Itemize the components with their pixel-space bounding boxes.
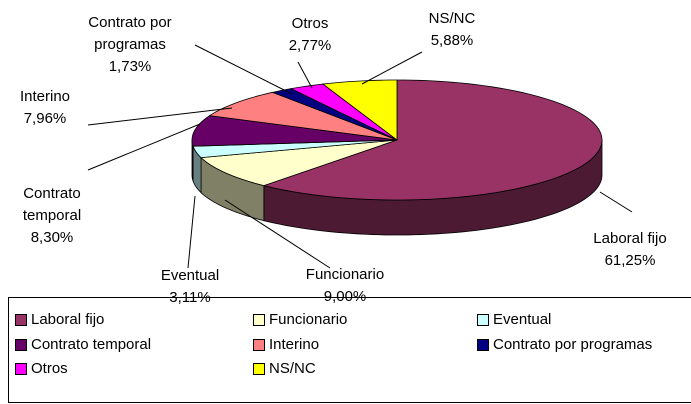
leader-line [87, 107, 233, 126]
slice [192, 139, 398, 159]
data-label-value: 1,73% [108, 58, 152, 75]
data-label-name: Interino [19, 88, 71, 105]
legend-label: Contrato por programas [493, 336, 653, 353]
data-label-value: 5,88% [430, 32, 474, 49]
leader-line [224, 199, 331, 269]
data-label-name: NS/NC [428, 10, 476, 27]
slice [191, 115, 398, 147]
legend-label: Otros [31, 360, 68, 377]
leader-line [599, 191, 633, 213]
data-label-value: 3,11% [169, 289, 211, 306]
leader-line [87, 123, 201, 171]
legend-swatch [15, 362, 27, 375]
legend-swatch [253, 362, 265, 375]
leader-line [187, 195, 196, 269]
legend-item: Contrato temporal [15, 336, 151, 353]
legend-item: Funcionario [253, 311, 347, 328]
slice [289, 83, 398, 141]
legend-swatch [253, 338, 265, 351]
data-label-value: 61,25% [604, 252, 656, 269]
leader-line [361, 51, 423, 85]
legend-item: Eventual [477, 311, 551, 328]
data-label-value: 9,00% [323, 288, 367, 305]
slice [321, 79, 398, 141]
legend-label: Interino [269, 336, 320, 353]
data-label-name: Contrato por programas [88, 14, 172, 53]
data-label-name: Funcionario [305, 266, 385, 283]
legend: Laboral fijo Funcionario Eventual Contrato … [8, 297, 691, 403]
data-label-value: 8,30% [30, 229, 74, 246]
leader-line [297, 61, 313, 89]
legend-item: Otros [15, 360, 68, 377]
legend-label: Contrato temporal [31, 336, 152, 353]
legend-label: Eventual [493, 311, 552, 328]
data-label-name: Contrato temporal [22, 185, 82, 224]
legend-item: Contrato por programas [477, 336, 652, 353]
legend-item: NS/NC [253, 360, 316, 377]
data-label: Laboral fijo 61,25% [570, 228, 690, 272]
data-label-value: 2,77% [288, 37, 332, 54]
leader-line [194, 44, 293, 95]
data-label: Contrato temporal 8,30% [12, 183, 92, 249]
legend-label: NS/NC [269, 360, 316, 377]
data-label: Interino 7,96% [0, 86, 90, 130]
data-label: Otros 2,77% [270, 13, 350, 57]
legend-item: Laboral fijo [15, 311, 104, 328]
legend-swatch [253, 313, 265, 326]
data-label: NS/NC 5,88% [412, 8, 492, 52]
legend-item: Interino [253, 336, 319, 353]
data-label-name: Eventual [160, 267, 220, 284]
legend-label: Laboral fijo [31, 311, 105, 328]
data-label-value: 7,96% [23, 110, 67, 127]
slice [262, 79, 603, 201]
slice [208, 91, 398, 141]
data-label: Contrato por programas 1,73% [73, 12, 188, 78]
data-label-name: Otros [291, 15, 329, 32]
legend-swatch [477, 313, 489, 326]
data-label: Eventual 3,11% [140, 265, 240, 309]
legend-swatch [477, 338, 489, 351]
data-label: Funcionario 9,00% [285, 264, 405, 308]
legend-swatch [15, 313, 27, 326]
data-label-name: Laboral fijo [593, 230, 667, 247]
slice [200, 139, 398, 187]
legend-swatch [15, 338, 27, 351]
legend-label: Funcionario [269, 311, 348, 328]
